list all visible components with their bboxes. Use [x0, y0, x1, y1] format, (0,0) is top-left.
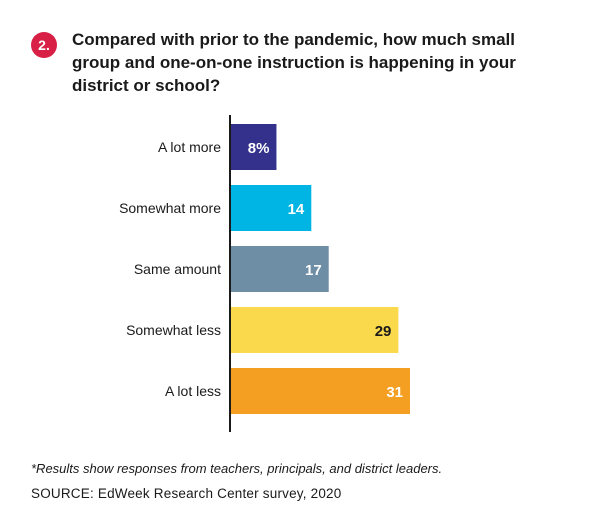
category-label: Same amount	[134, 261, 221, 277]
category-label: A lot less	[165, 383, 221, 399]
bar	[230, 307, 399, 353]
bar-chart: A lot more 8% Somewhat more 14 Same amount 17…	[119, 115, 410, 432]
category-label: Somewhat more	[119, 200, 221, 216]
bar-value-label: 14	[288, 201, 305, 218]
question-title: Compared with prior to the pandemic, how…	[72, 30, 516, 95]
bar	[230, 368, 410, 414]
category-label: Somewhat less	[126, 322, 221, 338]
bar	[230, 185, 312, 231]
bar	[230, 124, 277, 170]
question-number: 2.	[38, 37, 50, 53]
bar-value-label: 8%	[248, 140, 270, 157]
category-label: A lot more	[158, 139, 221, 155]
question-number-badge: 2.	[31, 32, 57, 58]
bar-value-label: 31	[386, 384, 403, 401]
bar	[230, 246, 329, 292]
bar-value-label: 29	[375, 323, 392, 340]
source-note: SOURCE: EdWeek Research Center survey, 2…	[31, 486, 342, 501]
footnote: *Results show responses from teachers, p…	[31, 461, 443, 476]
bar-value-label: 17	[305, 262, 322, 279]
